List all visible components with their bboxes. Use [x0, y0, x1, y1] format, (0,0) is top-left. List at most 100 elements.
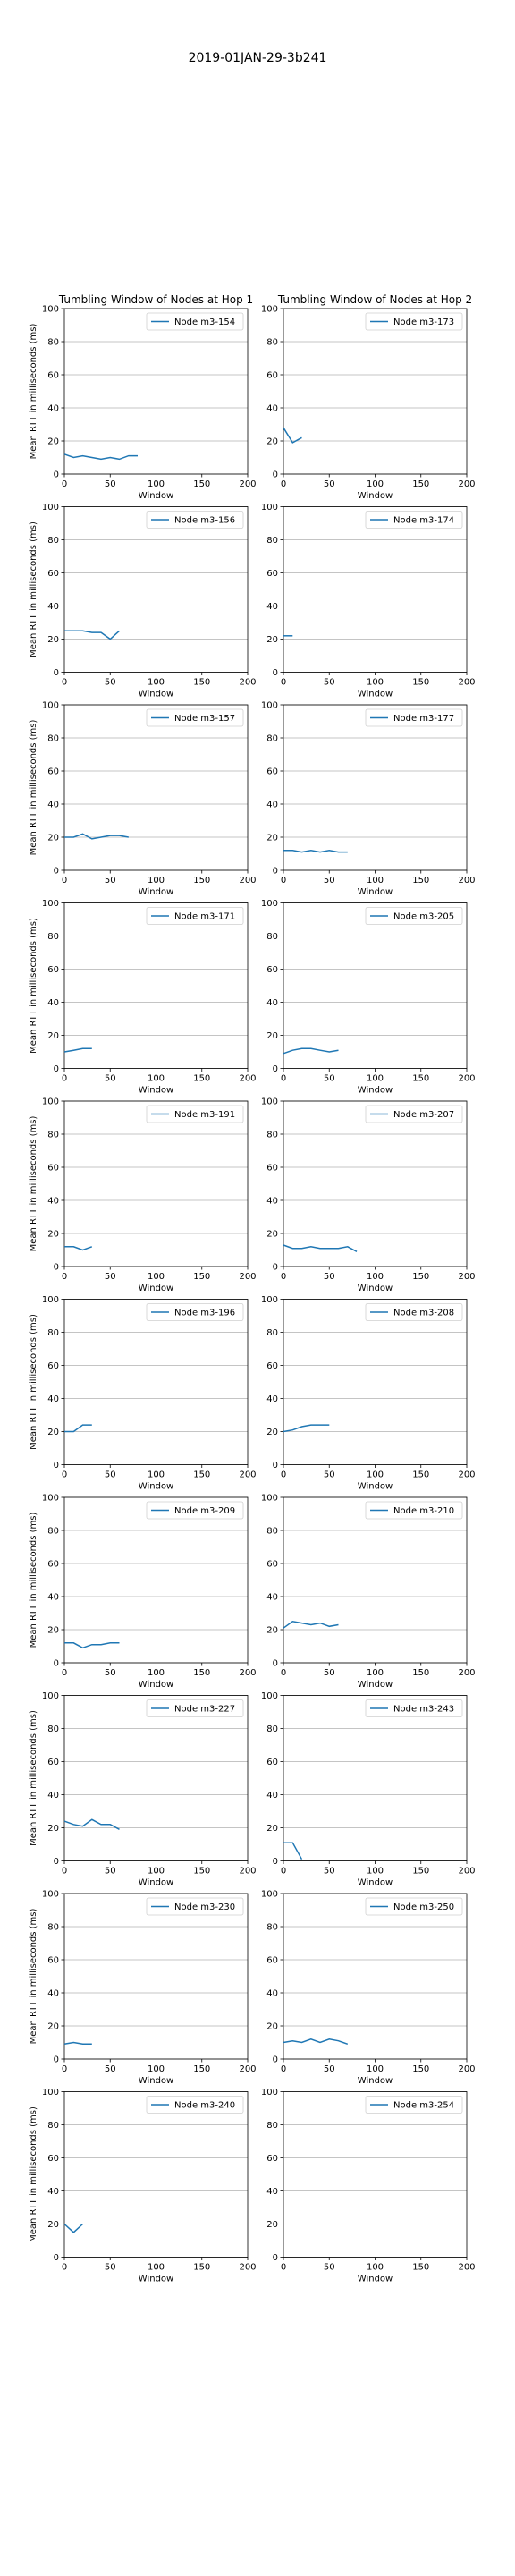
y-tick-label: 20	[47, 2022, 59, 2032]
y-tick-label: 80	[47, 1328, 59, 1338]
legend-label: Node m3-210	[393, 1506, 454, 1516]
y-tick-label: 100	[261, 899, 278, 909]
legend-label: Node m3-173	[393, 318, 454, 327]
y-tick-label: 20	[47, 2220, 59, 2230]
subplot-node-m3-154: 0 20 40 60 80 100 0 50 100 150 200 Window Mean RTT i…	[29, 293, 257, 501]
x-tick-label: 100	[148, 1470, 165, 1480]
y-tick-label: 100	[261, 1494, 278, 1504]
legend-box	[365, 2096, 463, 2114]
axes-frame	[63, 2091, 249, 2258]
x-tick-label: 100	[367, 1074, 384, 1084]
y-tick-label: 80	[266, 536, 278, 546]
y-tick-label: 80	[266, 734, 278, 744]
x-tick-label: 50	[324, 1668, 335, 1678]
series-line	[283, 1621, 339, 1629]
series-line	[63, 453, 138, 461]
legend-box	[146, 708, 244, 727]
x-tick-label: 150	[412, 479, 429, 489]
legend-label: Node m3-250	[393, 1902, 454, 1912]
x-tick-label: 50	[324, 1272, 335, 1282]
y-tick-label: 40	[266, 998, 278, 1008]
x-tick-label: 100	[148, 1867, 165, 1877]
x-axis-label: Window	[358, 1878, 393, 1888]
x-tick-label: 50	[105, 1074, 116, 1084]
x-axis-label: Window	[139, 2076, 173, 2086]
subplot-node-m3-227: 0 20 40 60 80 100 0 50 100 150 200 Window Mean RTT i…	[29, 1691, 257, 1888]
legend: Node m3-209	[146, 1501, 244, 1520]
series-line	[283, 1244, 358, 1252]
y-tick-label: 60	[266, 569, 278, 579]
legend-label: Node m3-177	[393, 714, 454, 724]
y-tick-label: 100	[261, 503, 278, 513]
x-tick-label: 200	[239, 1272, 256, 1282]
x-tick-label: 0	[62, 1272, 67, 1282]
legend-label: Node m3-171	[174, 912, 235, 922]
y-tick-label: 60	[47, 1560, 59, 1570]
x-tick-label: 150	[193, 1272, 210, 1282]
x-axis-label: Window	[358, 690, 393, 699]
axes-frame	[63, 1100, 249, 1267]
x-tick-label: 0	[281, 1867, 286, 1877]
y-tick-label: 80	[47, 1527, 59, 1537]
legend-label: Node m3-230	[174, 1902, 235, 1912]
y-axis-label: Mean RTT in milliseconds (ms)	[29, 521, 38, 657]
y-tick-label: 60	[47, 1758, 59, 1767]
x-tick-label: 200	[239, 1668, 256, 1678]
y-tick-label: 0	[54, 1857, 59, 1867]
y-tick-label: 40	[47, 1197, 59, 1207]
x-tick-label: 0	[281, 1668, 286, 1678]
y-tick-label: 60	[266, 965, 278, 975]
x-tick-label: 0	[281, 678, 286, 688]
x-tick-label: 150	[193, 876, 210, 886]
y-tick-label: 20	[47, 1824, 59, 1834]
y-tick-label: 0	[54, 2055, 59, 2065]
y-tick-label: 80	[266, 932, 278, 942]
axes-frame	[63, 902, 249, 1069]
legend: Node m3-240	[146, 2096, 244, 2114]
x-tick-label: 50	[105, 678, 116, 688]
x-tick-label: 50	[105, 2263, 116, 2273]
y-tick-label: 80	[266, 1328, 278, 1338]
x-tick-label: 200	[239, 678, 256, 688]
x-axis-label: Window	[358, 1086, 393, 1096]
x-axis-label: Window	[139, 2275, 173, 2284]
axes-frame	[63, 308, 249, 475]
y-tick-label: 40	[266, 602, 278, 612]
y-tick-label: 0	[273, 1659, 278, 1669]
x-tick-label: 100	[148, 876, 165, 886]
subplot-node-m3-207: 0 20 40 60 80 100 0 50 100 150 200 Window Node m3-20…	[261, 1097, 476, 1294]
y-tick-label: 60	[266, 1560, 278, 1570]
y-tick-label: 40	[266, 1791, 278, 1801]
axes-frame	[283, 2091, 468, 2258]
series-line	[64, 1424, 92, 1433]
y-tick-label: 80	[47, 1724, 59, 1734]
x-axis-label: Window	[139, 887, 173, 897]
x-axis-label: Window	[358, 887, 393, 897]
y-tick-label: 40	[47, 1593, 59, 1603]
y-tick-label: 80	[47, 338, 59, 348]
legend-box	[146, 1303, 244, 1321]
legend-box	[365, 1897, 463, 1916]
x-tick-label: 50	[324, 876, 335, 886]
y-tick-label: 40	[47, 2187, 59, 2197]
legend-box	[146, 1897, 244, 1916]
x-tick-label: 150	[412, 678, 429, 688]
axes-frame	[63, 1299, 249, 1465]
subplot-node-m3-254: 0 20 40 60 80 100 0 50 100 150 200 Window Node m3-25…	[261, 2088, 476, 2284]
x-axis-label: Window	[358, 491, 393, 501]
y-tick-label: 20	[266, 1626, 278, 1636]
y-tick-label: 80	[47, 734, 59, 744]
x-tick-label: 50	[105, 1272, 116, 1282]
x-tick-label: 200	[458, 2263, 475, 2273]
y-tick-label: 20	[266, 635, 278, 645]
legend-box	[146, 1105, 244, 1123]
x-tick-label: 150	[193, 678, 210, 688]
x-tick-label: 100	[367, 876, 384, 886]
legend: Node m3-227	[146, 1699, 244, 1717]
x-tick-label: 0	[281, 2263, 286, 2273]
y-tick-label: 100	[261, 1890, 278, 1900]
x-tick-label: 200	[458, 479, 475, 489]
subplot-node-m3-210: 0 20 40 60 80 100 0 50 100 150 200 Window Node m3-21…	[261, 1494, 476, 1690]
y-tick-label: 0	[273, 470, 278, 480]
subplot-node-m3-156: 0 20 40 60 80 100 0 50 100 150 200 Window Mean RTT i…	[29, 503, 257, 699]
